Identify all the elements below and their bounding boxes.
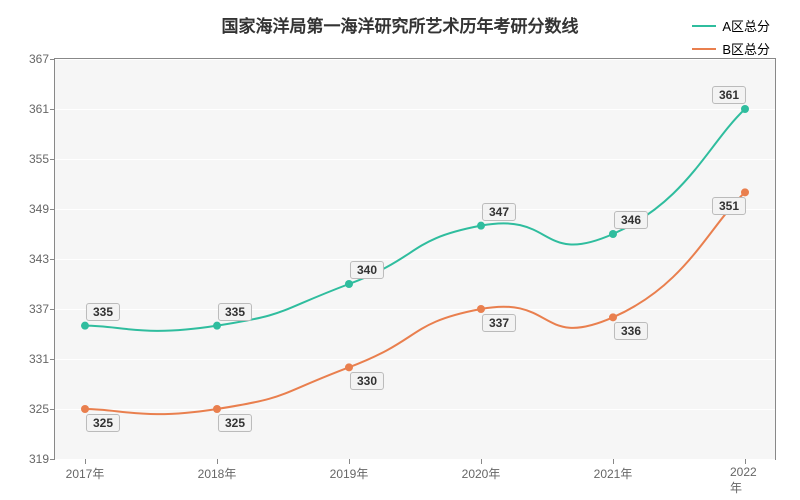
x-tick (745, 459, 746, 464)
line-chart: 国家海洋局第一海洋研究所艺术历年考研分数线 A区总分 B区总分 31932533… (0, 0, 800, 500)
data-point (609, 230, 617, 238)
legend-label-a: A区总分 (722, 16, 770, 35)
legend-label-b: B区总分 (722, 39, 770, 58)
data-label: 337 (482, 314, 516, 332)
y-tick (50, 459, 55, 460)
y-axis-label: 331 (29, 352, 49, 366)
x-axis-label: 2022年 (730, 465, 760, 496)
data-point (213, 322, 221, 330)
y-axis-label: 319 (29, 452, 49, 466)
data-label: 340 (350, 261, 384, 279)
y-axis-label: 343 (29, 252, 49, 266)
chart-svg (55, 59, 775, 459)
data-label: 346 (614, 211, 648, 229)
x-tick (481, 459, 482, 464)
y-axis-label: 367 (29, 52, 49, 66)
data-point (345, 363, 353, 371)
x-axis-label: 2017年 (66, 465, 105, 482)
x-axis-label: 2021年 (594, 465, 633, 482)
y-axis-label: 337 (29, 302, 49, 316)
x-tick (613, 459, 614, 464)
y-axis-label: 349 (29, 202, 49, 216)
data-label: 351 (712, 197, 746, 215)
data-point (477, 305, 485, 313)
x-axis-label: 2018年 (198, 465, 237, 482)
data-point (741, 105, 749, 113)
legend-item-b: B区总分 (692, 39, 770, 58)
x-axis-label: 2019年 (330, 465, 369, 482)
legend-swatch-a (692, 25, 716, 27)
y-axis-label: 355 (29, 152, 49, 166)
x-tick (349, 459, 350, 464)
legend: A区总分 B区总分 (692, 16, 770, 62)
x-axis-label: 2020年 (462, 465, 501, 482)
data-label: 335 (218, 303, 252, 321)
data-point (477, 222, 485, 230)
data-point (81, 322, 89, 330)
data-point (213, 405, 221, 413)
data-point (81, 405, 89, 413)
data-label: 336 (614, 322, 648, 340)
data-point (741, 188, 749, 196)
data-label: 330 (350, 372, 384, 390)
y-axis-label: 325 (29, 402, 49, 416)
chart-title: 国家海洋局第一海洋研究所艺术历年考研分数线 (222, 12, 579, 37)
grid-line (55, 459, 775, 460)
data-label: 325 (86, 414, 120, 432)
data-point (609, 313, 617, 321)
y-axis-label: 361 (29, 102, 49, 116)
data-label: 347 (482, 203, 516, 221)
data-point (345, 280, 353, 288)
legend-item-a: A区总分 (692, 16, 770, 35)
legend-swatch-b (692, 48, 716, 50)
x-tick (85, 459, 86, 464)
data-label: 325 (218, 414, 252, 432)
plot-area: 3193253313373433493553613672017年2018年201… (54, 58, 776, 460)
data-label: 361 (712, 86, 746, 104)
data-label: 335 (86, 303, 120, 321)
x-tick (217, 459, 218, 464)
